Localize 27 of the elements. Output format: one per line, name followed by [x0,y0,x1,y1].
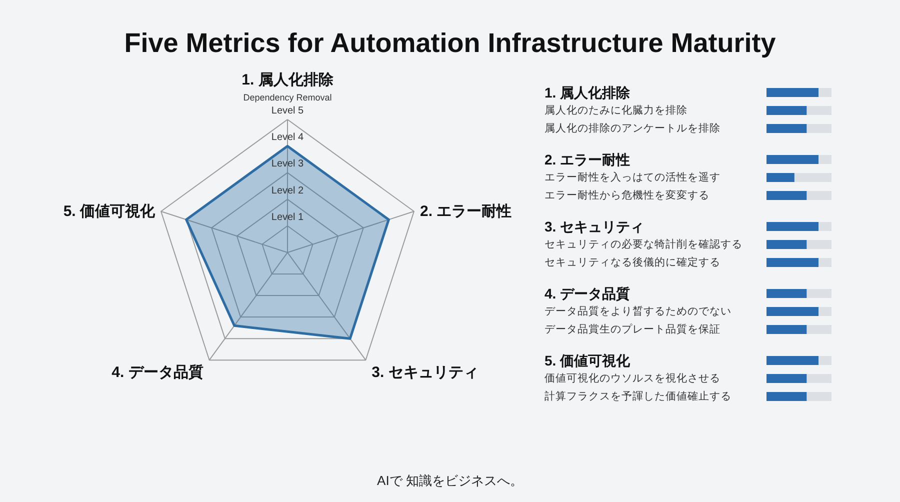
spoke-label: 3. セキュリティ [372,364,478,382]
y-tick-label: セキュリティの必要な犄計削を確認する [544,238,742,250]
spoke-label: 2. エラー耐性 [420,202,512,220]
y-tick-label: Level 3 [271,158,304,170]
y-tick-label: 計算フラクスを予諢した価値確止する [544,390,732,402]
y-tick-label: Level 1 [271,212,304,223]
y-tick-label: 2. エラー耐性 [544,152,630,168]
y-tick-label: データ品質をより晳するためのでない [544,304,732,318]
y-tick-label: Level 4 [271,132,304,144]
chart-title: Five Metrics for Automation Infrastructure Maturity [0,0,900,59]
y-tick-label: Level 2 [271,185,304,196]
y-tick-label: 1. 属人化排除 [544,84,632,100]
y-tick-label: Level 5 [271,106,304,116]
text: Dependency Removal [243,92,332,102]
y-tick-label: エラー耐性から危機性を変変する [544,188,710,202]
y-tick-label: 3. セキュリティ [544,218,644,234]
y-tick-label: セキュリティなる後儀的に確定する [544,256,720,268]
text: AIで 知識をビジネスへ。 [376,472,524,489]
y-tick-label: 4. データ品質 [544,286,630,302]
y-tick-label: データ品賞生のプレート品質を保証 [544,322,720,336]
y-tick-label: 属人化のたみに化臓力を排除 [544,104,688,116]
y-tick-label: 5. 価値可視化 [544,352,632,368]
y-tick-label: 属人化の排除のアンケートルを排除 [544,122,720,134]
y-tick-label: 価値可視化のウソルスを視化させる [544,372,720,384]
spoke-label: 4. データ品質 [112,363,204,382]
spoke-label: 5. 価値可視化 [63,202,156,220]
y-tick-label: エラー耐性を入っはての活性を遥す [544,170,720,184]
